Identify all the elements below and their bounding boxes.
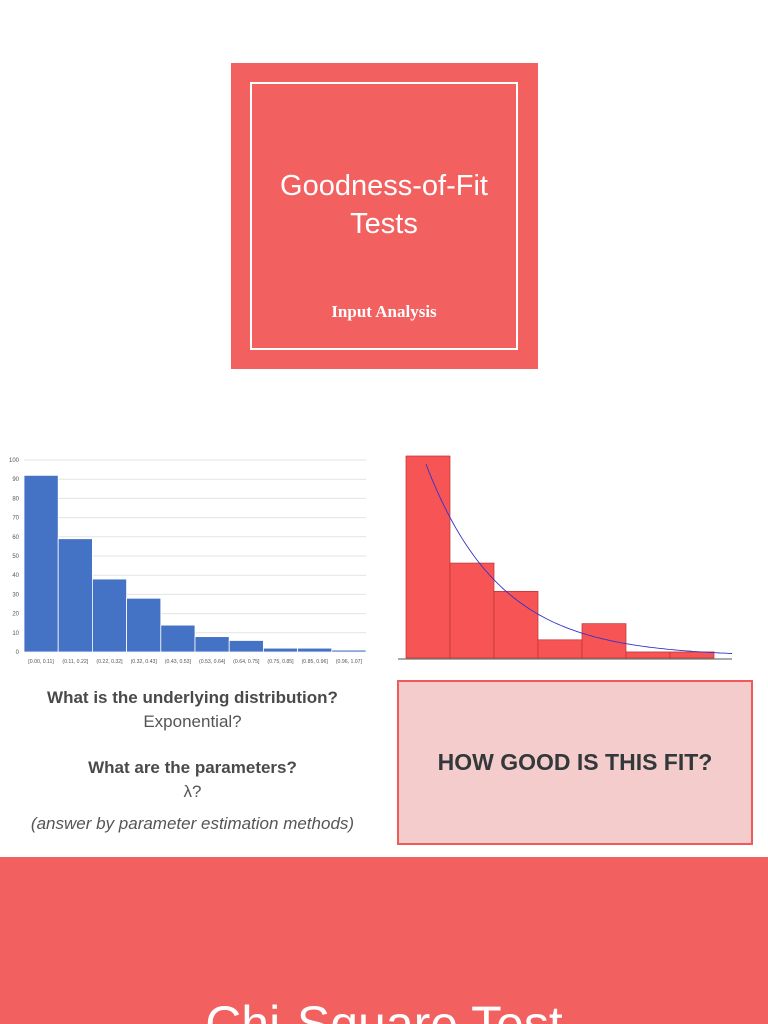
histogram-bar xyxy=(405,455,451,659)
histogram-bar xyxy=(126,597,162,653)
y-tick-label: 0 xyxy=(16,650,20,656)
question-parameters: What are the parameters? xyxy=(88,758,297,777)
histogram-bar xyxy=(194,636,230,653)
y-tick-label: 100 xyxy=(9,458,20,464)
y-tick-label: 90 xyxy=(12,477,19,483)
x-tick-label: (0.43, 0.53] xyxy=(165,659,192,665)
y-tick-label: 20 xyxy=(12,612,19,618)
y-tick-label: 80 xyxy=(12,496,19,502)
x-tick-label: [0.00, 0.11] xyxy=(28,659,54,665)
y-tick-label: 50 xyxy=(12,554,19,560)
x-tick-label: (0.75, 0.85] xyxy=(267,659,294,665)
histogram-bar xyxy=(297,647,333,653)
bottom-section: Chi-Square Test xyxy=(0,857,768,1024)
fit-curve xyxy=(425,464,733,654)
histogram-bar xyxy=(160,624,196,653)
slide-title: Goodness-of-Fit Tests xyxy=(280,170,488,240)
histogram-bar xyxy=(449,562,495,659)
x-tick-label: (0.85, 0.96] xyxy=(302,659,329,665)
title-card: Goodness-of-Fit Tests Input Analysis xyxy=(231,63,538,369)
x-tick-label: (0.22, 0.32] xyxy=(96,659,123,665)
y-tick-label: 10 xyxy=(12,631,19,637)
slide-subtitle: Input Analysis xyxy=(331,302,437,321)
histogram-bar xyxy=(625,651,671,659)
x-tick-label: (0.64, 0.75] xyxy=(233,659,260,665)
histogram-bar xyxy=(23,474,59,653)
x-tick-label: (0.53, 0.64] xyxy=(199,659,226,665)
histogram-bar xyxy=(228,640,264,653)
fit-question-box: HOW GOOD IS THIS FIT? xyxy=(397,680,753,845)
x-tick-label: (0.32, 0.43] xyxy=(131,659,158,665)
questions-block: What is the underlying distribution? Exp… xyxy=(0,686,385,836)
y-tick-label: 30 xyxy=(12,592,19,598)
left-histogram: 0 10 20 30 40 50 60 70 80 90 100 [0.00, 0.11] (0.11,… xyxy=(9,458,367,665)
histogram-bar xyxy=(92,578,128,653)
histogram-bar xyxy=(331,649,367,653)
estimation-note: (answer by parameter estimation methods) xyxy=(30,814,355,833)
y-tick-label: 70 xyxy=(12,516,19,522)
answer-parameters: λ? xyxy=(183,782,202,801)
fit-question-label: HOW GOOD IS THIS FIT? xyxy=(437,749,713,775)
title-frame: Goodness-of-Fit Tests Input Analysis xyxy=(250,82,518,350)
histogram-bar xyxy=(669,651,715,659)
answer-distribution: Exponential? xyxy=(143,712,242,731)
y-tick-label: 60 xyxy=(12,535,19,541)
y-tick-label: 40 xyxy=(12,573,19,579)
section-title: Chi-Square Test xyxy=(205,996,563,1024)
histogram-bar xyxy=(581,623,627,659)
histogram-bar xyxy=(493,590,539,659)
histogram-bar xyxy=(262,647,298,653)
right-histogram xyxy=(398,455,733,660)
x-tick-label: (0.11, 0.22] xyxy=(62,659,88,665)
question-distribution: What is the underlying distribution? xyxy=(47,688,338,707)
histogram-bar xyxy=(537,639,583,659)
histogram-bar xyxy=(57,538,93,653)
x-tick-label: (0.96, 1.07] xyxy=(336,659,363,665)
